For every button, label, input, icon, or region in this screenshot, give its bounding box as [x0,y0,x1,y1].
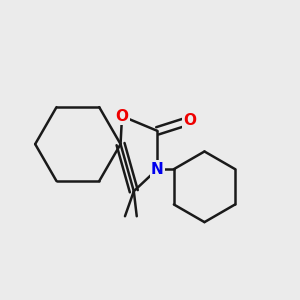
Text: O: O [183,113,196,128]
Text: N: N [151,162,164,177]
Text: O: O [116,109,128,124]
